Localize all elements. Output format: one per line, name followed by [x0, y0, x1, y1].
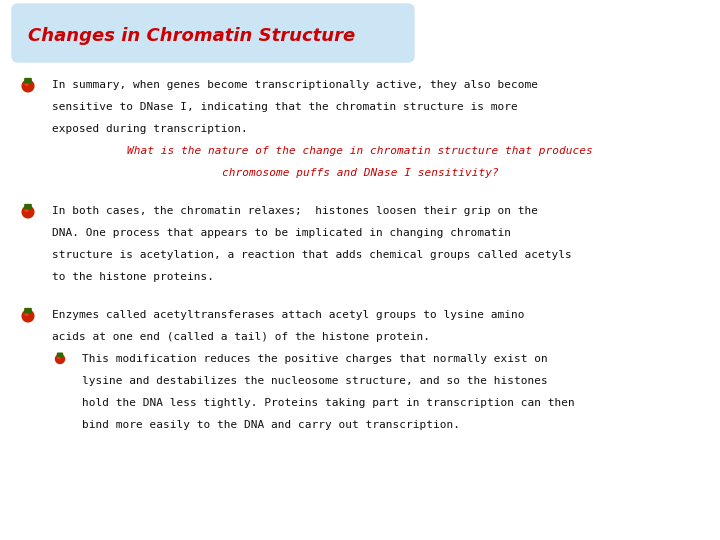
Text: lysine and destabilizes the nucleosome structure, and so the histones: lysine and destabilizes the nucleosome s… [82, 376, 548, 386]
Circle shape [25, 208, 28, 212]
FancyBboxPatch shape [24, 204, 32, 210]
Text: hold the DNA less tightly. Proteins taking part in transcription can then: hold the DNA less tightly. Proteins taki… [82, 398, 575, 408]
Circle shape [22, 310, 34, 322]
FancyBboxPatch shape [57, 353, 63, 357]
Text: exposed during transcription.: exposed during transcription. [52, 124, 248, 134]
Text: sensitive to DNase I, indicating that the chromatin structure is more: sensitive to DNase I, indicating that th… [52, 102, 518, 112]
Circle shape [55, 354, 65, 363]
Text: structure is acetylation, a reaction that adds chemical groups called acetyls: structure is acetylation, a reaction tha… [52, 250, 572, 260]
Circle shape [25, 313, 28, 315]
Text: to the histone proteins.: to the histone proteins. [52, 272, 214, 282]
Circle shape [22, 206, 34, 218]
FancyBboxPatch shape [24, 78, 32, 84]
Text: Enzymes called acetyltransferases attach acetyl groups to lysine amino: Enzymes called acetyltransferases attach… [52, 310, 524, 320]
FancyBboxPatch shape [24, 308, 32, 314]
Text: This modification reduces the positive charges that normally exist on: This modification reduces the positive c… [82, 354, 548, 364]
Circle shape [22, 80, 34, 92]
Text: In both cases, the chromatin relaxes;  histones loosen their grip on the: In both cases, the chromatin relaxes; hi… [52, 206, 538, 216]
Text: In summary, when genes become transcriptionally active, they also become: In summary, when genes become transcript… [52, 80, 538, 90]
Text: DNA. One process that appears to be implicated in changing chromatin: DNA. One process that appears to be impl… [52, 228, 511, 238]
Text: acids at one end (called a tail) of the histone protein.: acids at one end (called a tail) of the … [52, 332, 430, 342]
Circle shape [25, 83, 28, 86]
Text: Changes in Chromatin Structure: Changes in Chromatin Structure [28, 27, 355, 45]
Text: chromosome puffs and DNase I sensitivity?: chromosome puffs and DNase I sensitivity… [222, 168, 498, 178]
Text: bind more easily to the DNA and carry out transcription.: bind more easily to the DNA and carry ou… [82, 420, 460, 430]
Text: What is the nature of the change in chromatin structure that produces: What is the nature of the change in chro… [127, 146, 593, 156]
FancyBboxPatch shape [12, 4, 414, 62]
Circle shape [58, 356, 60, 359]
